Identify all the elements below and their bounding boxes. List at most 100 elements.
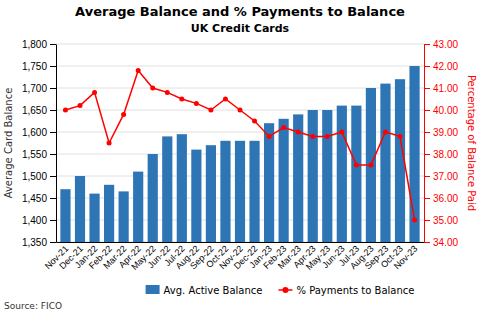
marker (107, 141, 112, 146)
tick-mark (424, 176, 430, 177)
tick: 42.00 (424, 61, 458, 72)
tick: 1,400 (22, 215, 56, 226)
marker (368, 163, 373, 168)
title: Average Balance and % Payments to Balanc… (75, 4, 405, 19)
marker (165, 90, 170, 95)
legend-marker (282, 287, 288, 293)
tick-mark (424, 198, 430, 199)
tick: 1,350 (22, 237, 56, 248)
tick: 35.00 (424, 215, 458, 226)
tick-mark (424, 44, 430, 45)
legend: Avg. Active Balance % Payments to Balance (146, 285, 415, 296)
tick-label: 36.00 (433, 193, 458, 204)
marker (325, 134, 330, 139)
bar (264, 123, 274, 242)
tick-mark (50, 198, 56, 199)
tick-label: 35.00 (433, 215, 458, 226)
marker (383, 130, 388, 135)
tick-mark (50, 44, 56, 45)
tick-mark (424, 88, 430, 89)
axis-title: Average Card Balance (3, 88, 14, 199)
marker (121, 112, 126, 117)
tick-label: Nov-23 (392, 244, 420, 272)
marker (136, 68, 141, 73)
bar (206, 145, 216, 242)
tick-mark (50, 110, 56, 111)
tick: 34.00 (424, 237, 458, 248)
marker (78, 103, 83, 108)
tick-label: 1,700 (22, 83, 47, 94)
tick-label: 1,600 (22, 127, 47, 138)
tick-label: 42.00 (433, 61, 458, 72)
tick: 1,600 (22, 127, 56, 138)
bar (162, 136, 172, 242)
axis-title: Percentage of Balance Paid (466, 75, 477, 211)
marker (354, 163, 359, 168)
tick-label: 1,550 (22, 149, 47, 160)
plot-area (60, 66, 419, 242)
marker (208, 108, 213, 113)
legend-item: % Payments to Balance (278, 285, 414, 296)
tick-mark (424, 154, 430, 155)
tick: 1,700 (22, 83, 56, 94)
grid-line (56, 44, 424, 45)
tick-label: 40.00 (433, 105, 458, 116)
bar (351, 106, 361, 242)
bar (322, 110, 332, 242)
tick-label: 43.00 (433, 39, 458, 50)
bar (308, 110, 318, 242)
tick-mark (424, 66, 430, 67)
axis-domain (57, 242, 425, 243)
marker (339, 130, 344, 135)
bar (148, 154, 158, 242)
tick: 36.00 (424, 193, 458, 204)
legend-swatch (146, 285, 160, 294)
tick: Nov-23 (392, 244, 420, 272)
legend-label: Avg. Active Balance (164, 285, 263, 296)
marker (179, 97, 184, 102)
tick-mark (424, 242, 430, 243)
tick: 37.00 (424, 171, 458, 182)
bar (119, 191, 129, 242)
tick-mark (50, 220, 56, 221)
legend-label: % Payments to Balance (296, 285, 414, 296)
tick-mark (424, 132, 430, 133)
bar (380, 84, 390, 242)
tick-mark (424, 220, 430, 221)
bar (60, 189, 70, 242)
tick: 41.00 (424, 83, 458, 94)
x-axis: Nov-21Dec-21Jan-22Feb-22Mar-22Apr-22May-… (43, 243, 425, 272)
bar (409, 66, 419, 242)
marker (281, 125, 286, 130)
bar (249, 141, 259, 242)
legend-item: Avg. Active Balance (146, 285, 263, 296)
tick-label: 1,450 (22, 193, 47, 204)
tick-label: 1,350 (22, 237, 47, 248)
bar (220, 141, 230, 242)
bar (133, 172, 143, 242)
bar (191, 150, 201, 242)
y-axis: 1,3501,4001,4501,5001,5501,6001,6501,700… (22, 39, 57, 248)
tick-label: 38.00 (433, 149, 458, 160)
tick-label: 1,400 (22, 215, 47, 226)
tick: 1,750 (22, 61, 56, 72)
tick-label: 1,750 (22, 61, 47, 72)
tick-mark (50, 132, 56, 133)
marker (92, 90, 97, 95)
marker (252, 119, 257, 124)
subtitle: UK Credit Cards (191, 22, 290, 35)
bar (235, 141, 245, 242)
bar (104, 185, 114, 242)
tick: 40.00 (424, 105, 458, 116)
bar (337, 106, 347, 242)
bar (279, 119, 289, 242)
tick-mark (50, 66, 56, 67)
tick-label: 1,650 (22, 105, 47, 116)
tick-label: 37.00 (433, 171, 458, 182)
annotation: Source: FICO (4, 301, 62, 311)
tick: 1,800 (22, 39, 56, 50)
tick-label: 41.00 (433, 83, 458, 94)
tick-mark (50, 242, 56, 243)
marker (398, 134, 403, 139)
tick-label: 1,800 (22, 39, 47, 50)
